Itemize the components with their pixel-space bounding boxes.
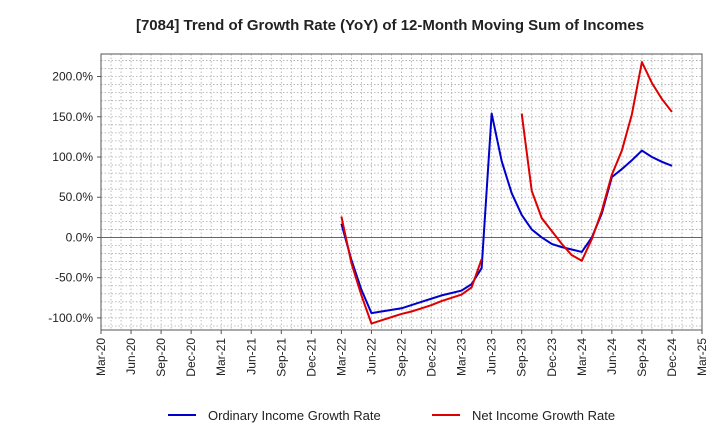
series-line [520, 61, 673, 262]
x-tick-label: Jun-21 [244, 338, 258, 375]
x-tick-label: Dec-22 [425, 338, 439, 377]
x-tick-label: Dec-20 [184, 338, 198, 377]
legend-label: Ordinary Income Growth Rate [208, 408, 381, 423]
x-tick-label: Mar-21 [214, 338, 228, 376]
y-tick-label: 0.0% [66, 230, 94, 244]
legend-label: Net Income Growth Rate [472, 408, 615, 423]
y-tick-label: 50.0% [59, 190, 93, 204]
x-tick-label: Jun-24 [605, 338, 619, 375]
x-tick-label: Sep-21 [274, 338, 288, 377]
x-tick-label: Mar-20 [94, 338, 108, 376]
x-tick-label: Sep-20 [154, 338, 168, 377]
x-tick-label: Jun-20 [124, 338, 138, 375]
y-tick-label: -50.0% [55, 271, 93, 285]
legend: Ordinary Income Growth Rate Net Income Gr… [168, 408, 615, 423]
x-tick-label: Dec-23 [545, 338, 559, 377]
x-tick-label: Jun-23 [485, 338, 499, 375]
y-tick-label: 200.0% [52, 70, 93, 84]
grid [100, 54, 703, 330]
x-tick-label: Sep-24 [635, 338, 649, 377]
y-tick-label: 150.0% [52, 110, 93, 124]
x-tick-label: Mar-22 [334, 338, 348, 376]
series-line [340, 216, 483, 325]
x-tick-label: Mar-25 [695, 338, 709, 376]
series-line [340, 112, 673, 315]
x-tick-label: Sep-22 [395, 338, 409, 377]
axes: -100.0% -50.0% 0.0% 50.0% 100.0% 150.0% 200.0%… [48, 53, 709, 377]
x-tick-label: Mar-24 [575, 338, 589, 376]
x-tick-label: Dec-21 [304, 338, 318, 377]
x-tick-label: Dec-24 [665, 338, 679, 377]
y-tick-label: -100.0% [48, 311, 93, 325]
x-tick-label: Jun-22 [364, 338, 378, 375]
series-lines [340, 61, 673, 325]
x-tick-label: Sep-23 [515, 338, 529, 377]
chart-title: [7084] Trend of Growth Rate (YoY) of 12-… [136, 17, 644, 34]
x-tick-label: Mar-23 [455, 338, 469, 376]
y-tick-label: 100.0% [52, 150, 93, 164]
